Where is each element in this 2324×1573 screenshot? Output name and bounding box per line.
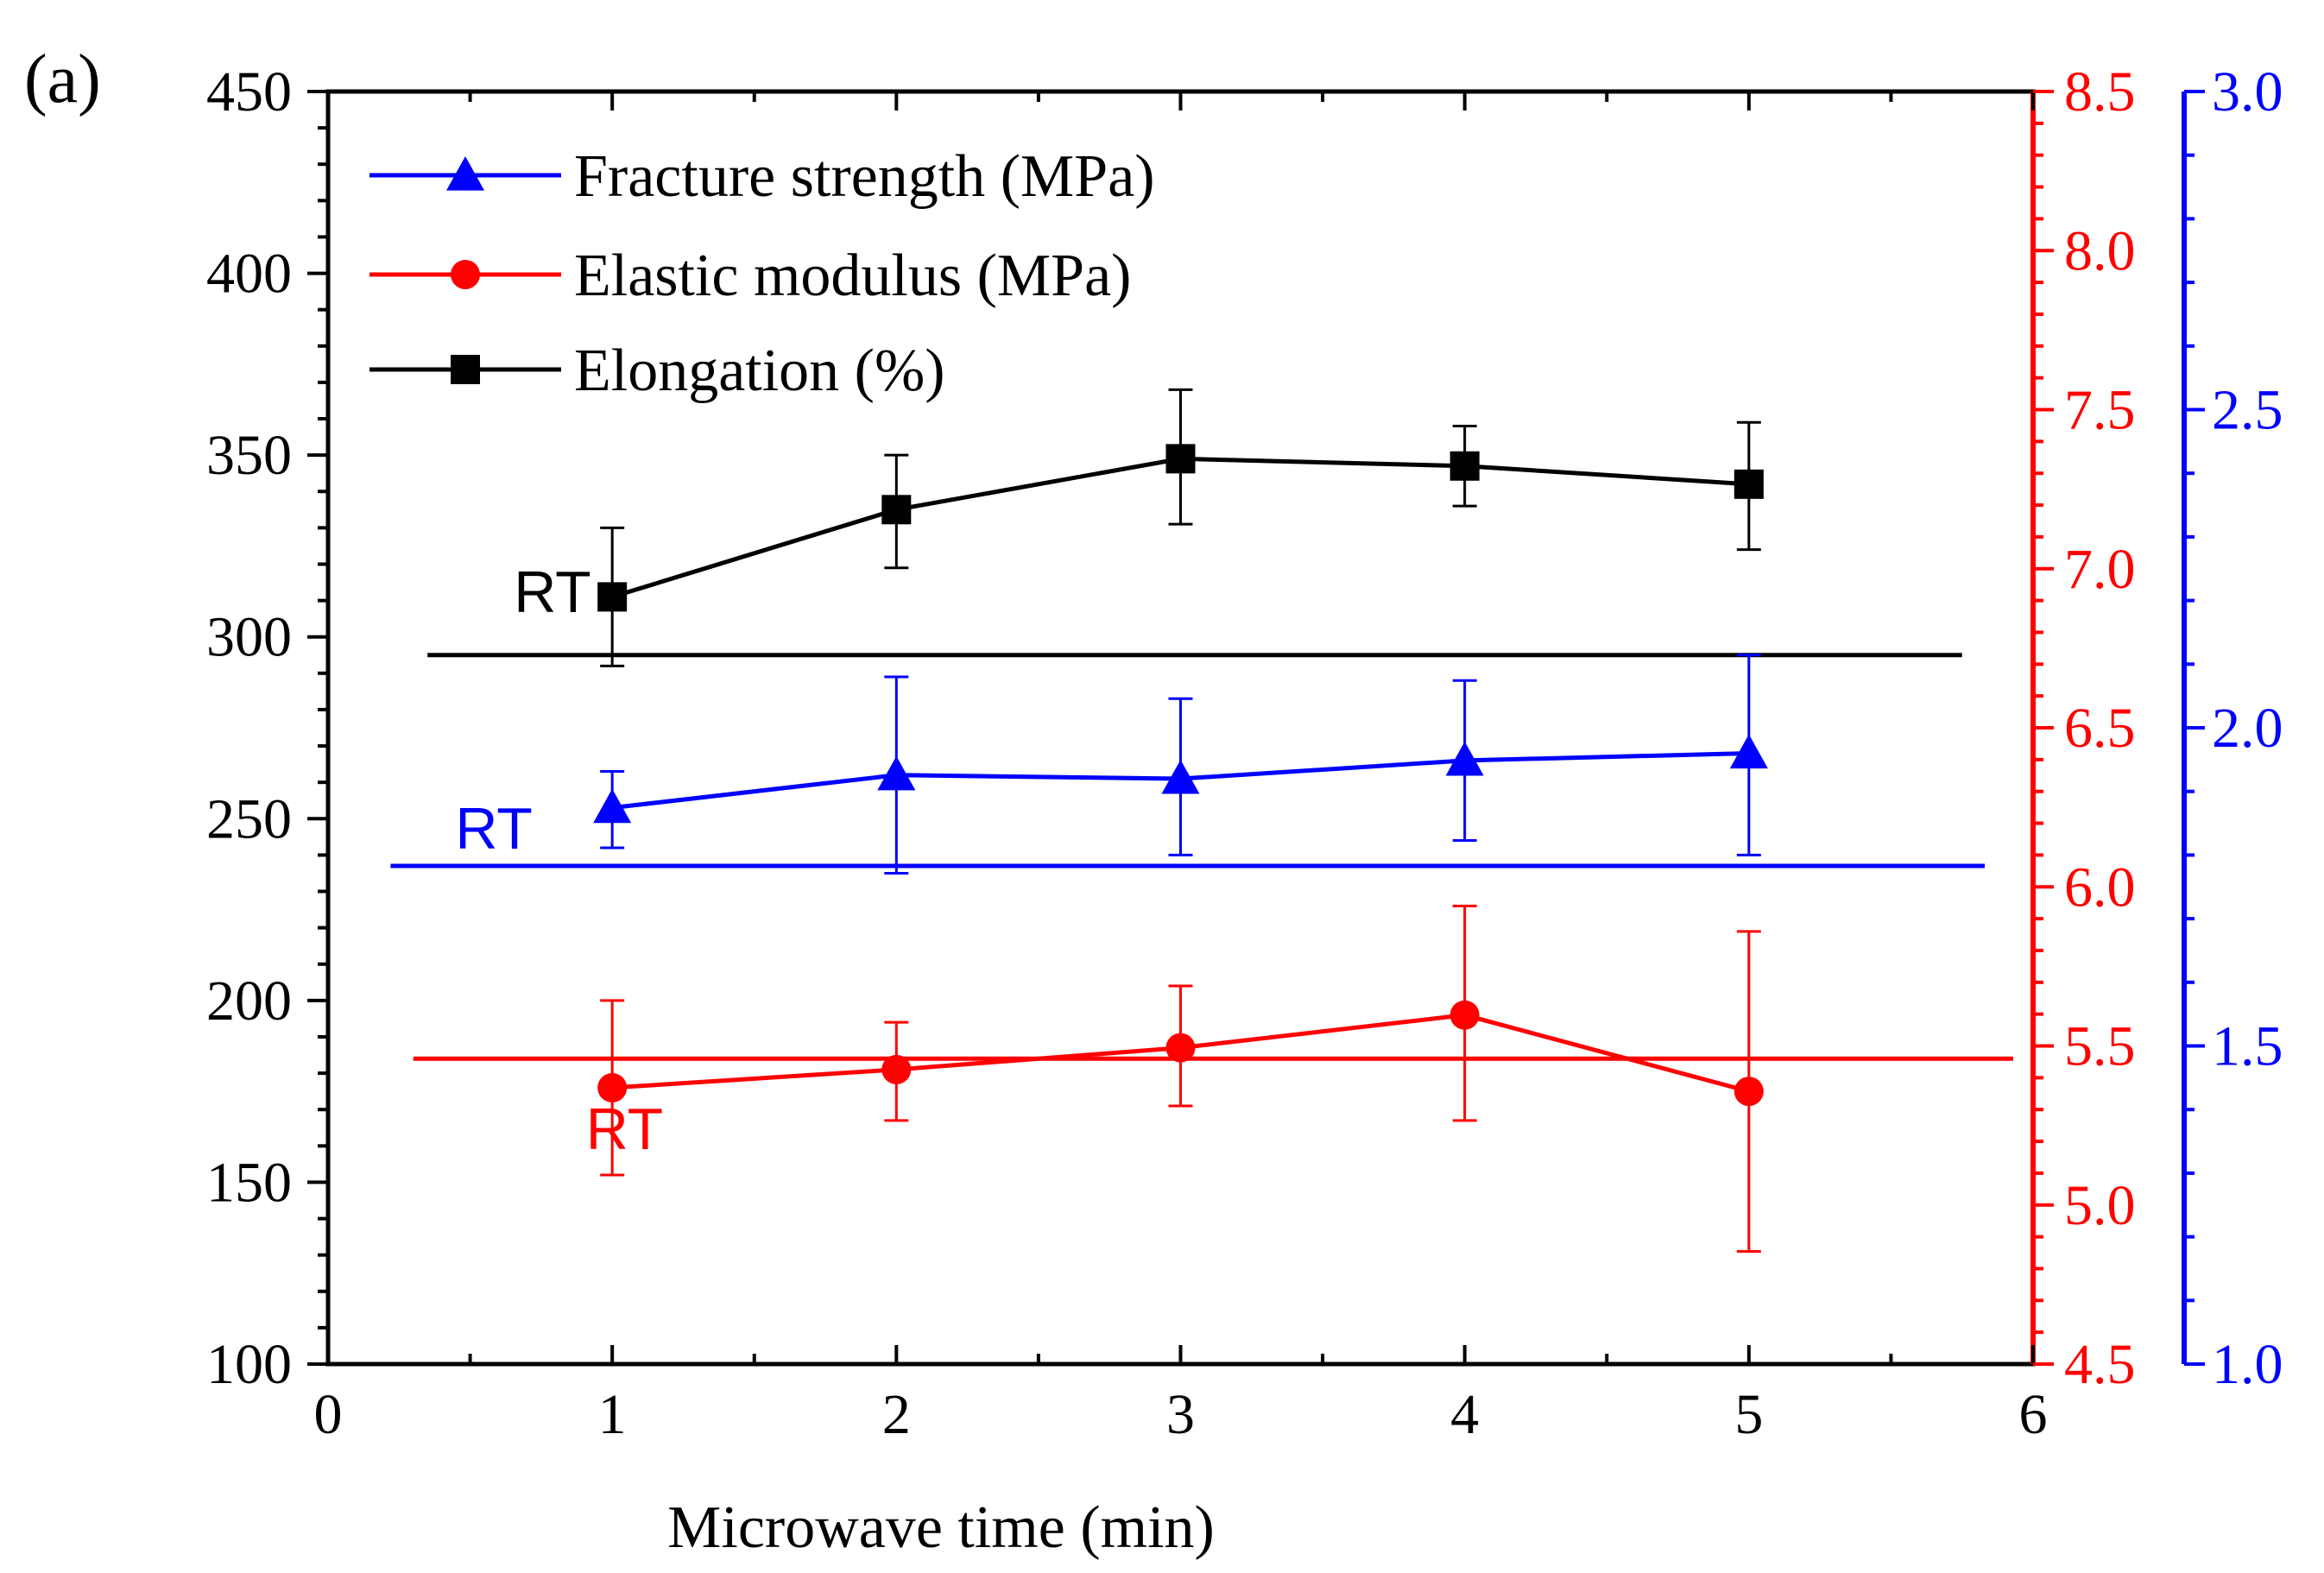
left-tick-label: 300: [206, 606, 292, 669]
left-tick-label: 450: [206, 60, 292, 123]
data-point: [1729, 734, 1768, 769]
reference-line-label: RT: [514, 559, 590, 625]
legend-marker: [451, 260, 480, 289]
data-point: [881, 1054, 912, 1084]
right-red-tick-label: 6.5: [2064, 697, 2136, 760]
right-blue-tick-label: 2.5: [2212, 379, 2283, 442]
right-red-tick-label: 7.0: [2064, 538, 2136, 601]
right-red-tick-label: 4.5: [2064, 1333, 2136, 1396]
data-point: [597, 1072, 628, 1102]
data-point: [1445, 741, 1484, 776]
x-axis-label: Microwave time (min): [667, 1494, 1215, 1561]
data-point: [593, 788, 632, 824]
right-red-tick-label: 5.5: [2064, 1015, 2136, 1078]
legend-marker: [446, 156, 484, 191]
left-tick-label: 350: [206, 424, 292, 487]
right-blue-tick-label: 1.5: [2212, 1015, 2283, 1078]
right-red-tick-label: 6.0: [2064, 856, 2136, 919]
panel-label: (a): [24, 41, 101, 117]
reference-line-label: RT: [455, 796, 532, 862]
x-tick-label: 6: [2019, 1383, 2048, 1446]
data-point: [1449, 451, 1480, 481]
left-tick-label: 100: [206, 1333, 292, 1396]
plot-area: 0 1 2 3 4 5 6 100 150 200 250 300 350 400 450 4.5 5.0 5.5…: [206, 60, 2283, 1446]
right-blue-tick-label: 1.0: [2212, 1333, 2283, 1396]
legend-label: Elastic modulus (MPa): [574, 243, 1131, 309]
x-tick-label: 1: [598, 1383, 627, 1446]
right-blue-tick-label: 2.0: [2212, 697, 2283, 760]
legend-marker: [451, 355, 480, 384]
data-point: [1161, 759, 1200, 794]
data-point: [1734, 1077, 1764, 1107]
right-red-tick-label: 8.0: [2064, 219, 2136, 282]
data-point: [597, 582, 628, 612]
x-tick-label: 4: [1450, 1383, 1479, 1446]
x-tick-label: 2: [882, 1383, 911, 1446]
left-tick-label: 250: [206, 787, 292, 850]
data-point: [877, 755, 916, 791]
right-red-tick-label: 5.0: [2064, 1174, 2136, 1237]
legend-label: Elongation (%): [574, 338, 945, 404]
left-tick-label: 400: [206, 243, 292, 306]
right-red-tick-label: 8.5: [2064, 60, 2136, 123]
right-blue-tick-label: 3.0: [2212, 60, 2283, 123]
data-point: [1165, 444, 1196, 474]
data-point: [1165, 1033, 1196, 1063]
data-point: [881, 495, 912, 525]
left-tick-label: 150: [206, 1151, 292, 1214]
legend-label: Fracture strength (MPa): [574, 143, 1155, 210]
data-point: [1734, 469, 1764, 499]
left-tick-label: 200: [206, 970, 292, 1033]
reference-line-label: RT: [586, 1096, 663, 1162]
x-tick-label: 0: [314, 1383, 343, 1446]
x-tick-label: 3: [1166, 1383, 1195, 1446]
x-tick-label: 5: [1734, 1383, 1763, 1446]
right-red-tick-label: 7.5: [2064, 379, 2136, 442]
data-point: [1449, 1000, 1480, 1030]
